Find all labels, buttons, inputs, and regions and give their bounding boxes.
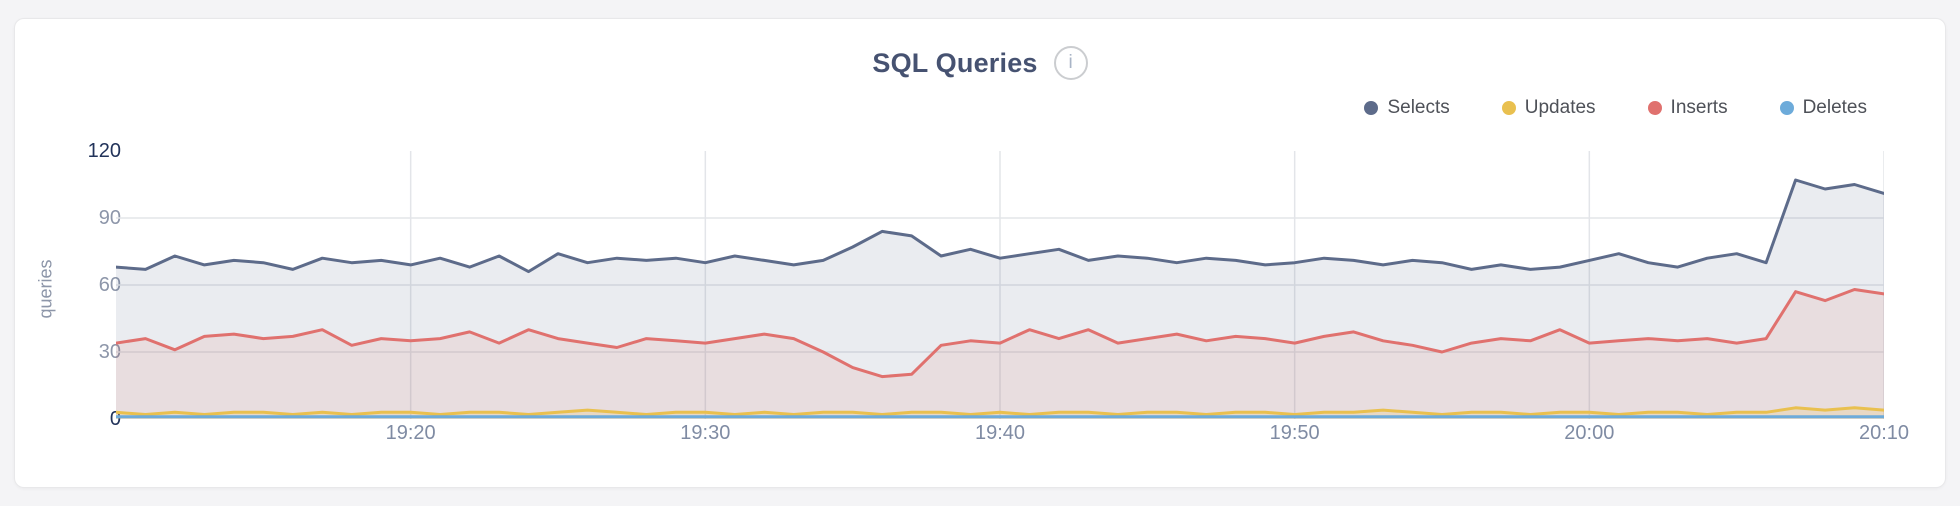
legend-item-updates[interactable]: Updates	[1501, 97, 1596, 119]
x-tick-label: 19:20	[385, 422, 436, 444]
card-header: SQL Queries i	[15, 46, 1945, 80]
y-tick-label: 90	[98, 207, 121, 229]
chart-legend: Selects Updates Inserts Deletes	[1364, 97, 1867, 119]
x-tick-label: 20:00	[1564, 422, 1615, 444]
series-line-updates	[116, 406, 1884, 416]
x-tick-label: 19:30	[680, 422, 731, 444]
series-area-selects	[116, 180, 1884, 419]
legend-item-selects[interactable]: Selects	[1364, 97, 1450, 119]
y-tick-label: 30	[98, 341, 121, 363]
plot-area	[116, 145, 1884, 431]
x-axis-ticks: 19:20 19:30 19:40 19:50 20:00 20:10	[116, 422, 1909, 448]
y-axis-title: queries	[35, 259, 56, 319]
legend-label: Selects	[1387, 97, 1450, 118]
sql-queries-chart	[116, 151, 1884, 419]
y-tick-label: 0	[109, 408, 121, 430]
sql-queries-card: SQL Queries i Selects Updates Inserts De…	[14, 18, 1946, 488]
series-line-inserts	[116, 288, 1884, 379]
y-tick-label: 60	[98, 274, 121, 296]
inserts-dot-icon	[1647, 101, 1662, 115]
x-tick-label: 19:50	[1269, 422, 1320, 444]
updates-dot-icon	[1501, 101, 1516, 115]
legend-label: Updates	[1524, 97, 1596, 118]
legend-item-inserts[interactable]: Inserts	[1647, 97, 1728, 119]
x-tick-label: 20:10	[1858, 422, 1910, 444]
selects-dot-icon	[1364, 101, 1379, 115]
deletes-dot-icon	[1779, 101, 1794, 115]
y-tick-label: 120	[87, 140, 121, 162]
info-icon[interactable]: i	[1053, 46, 1088, 80]
legend-item-deletes[interactable]: Deletes	[1779, 97, 1867, 119]
series-area-inserts	[116, 289, 1884, 419]
legend-label: Deletes	[1802, 97, 1867, 118]
chart-title: SQL Queries	[872, 47, 1038, 78]
legend-label: Inserts	[1670, 97, 1728, 118]
x-tick-label: 19:40	[974, 422, 1026, 444]
series-line-selects	[116, 178, 1884, 274]
